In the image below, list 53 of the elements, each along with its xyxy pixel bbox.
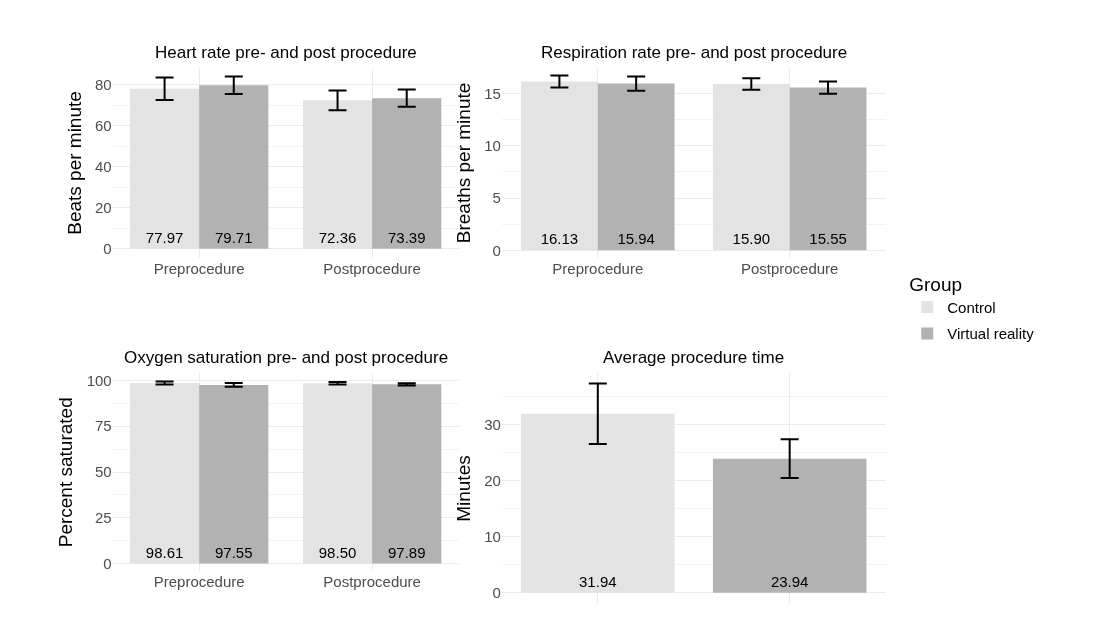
y-axis-title: Minutes xyxy=(453,455,475,522)
data-label: 79.71 xyxy=(214,228,253,246)
y-tick-label: 30 xyxy=(484,415,501,433)
y-tick-label: 40 xyxy=(95,157,112,175)
data-label: 23.94 xyxy=(770,572,809,590)
y-axis-title: Percent saturated xyxy=(55,397,77,548)
data-label: 15.90 xyxy=(732,230,771,248)
data-label: 73.39 xyxy=(387,228,426,246)
data-label: 15.94 xyxy=(617,230,655,248)
data-label: 98.61 xyxy=(145,543,184,561)
y-tick-label: 80 xyxy=(95,75,112,93)
y-tick-label: 0 xyxy=(103,554,112,572)
y-tick-label: 60 xyxy=(95,116,112,134)
y-tick-label: 10 xyxy=(484,528,501,545)
y-tick-label: 100 xyxy=(86,371,112,389)
data-label: 97.55 xyxy=(214,543,253,561)
legend-label: Virtual reality xyxy=(947,325,1035,343)
bar xyxy=(372,98,442,249)
x-tick-label: Preprocedure xyxy=(552,259,644,277)
y-tick-label: 0 xyxy=(492,241,501,259)
data-label: 77.97 xyxy=(145,228,184,246)
y-axis-title: Beats per minute xyxy=(63,91,85,235)
y-axis-title: Breaths per minute xyxy=(453,82,475,244)
x-tick-label: Preprocedure xyxy=(153,259,245,277)
y-tick-label: 50 xyxy=(95,463,112,481)
data-label: 31.94 xyxy=(579,572,617,590)
bar xyxy=(199,85,269,249)
data-label: 15.55 xyxy=(809,230,847,248)
bar xyxy=(597,83,675,251)
y-tick-label: 25 xyxy=(95,509,112,527)
y-tick-label: 75 xyxy=(95,417,112,435)
data-label: 98.50 xyxy=(318,543,357,561)
legend-title: Group xyxy=(909,273,963,295)
y-tick-label: 0 xyxy=(492,584,501,602)
x-tick-label: Postprocedure xyxy=(323,259,421,277)
chart-title: Average procedure time xyxy=(603,348,785,367)
chart-title: Respiration rate pre- and post procedure xyxy=(541,43,848,62)
y-tick-label: 5 xyxy=(492,189,501,207)
x-tick-label: Postprocedure xyxy=(740,259,839,277)
chart-title: Heart rate pre- and post procedure xyxy=(155,43,417,62)
legend-label: Control xyxy=(947,298,996,316)
y-tick-label: 10 xyxy=(484,136,501,154)
y-tick-label: 15 xyxy=(484,84,501,102)
data-label: 72.36 xyxy=(318,228,357,246)
y-tick-label: 20 xyxy=(484,471,501,489)
chart-title: Oxygen saturation pre- and post procedure xyxy=(124,348,449,367)
y-tick-label: 20 xyxy=(95,198,112,216)
data-label: 97.89 xyxy=(387,543,426,561)
y-tick-label: 0 xyxy=(103,239,112,257)
x-tick-label: Preprocedure xyxy=(153,573,245,591)
x-tick-label: Postprocedure xyxy=(323,573,421,591)
bar xyxy=(789,87,867,251)
data-label: 16.13 xyxy=(540,230,579,248)
